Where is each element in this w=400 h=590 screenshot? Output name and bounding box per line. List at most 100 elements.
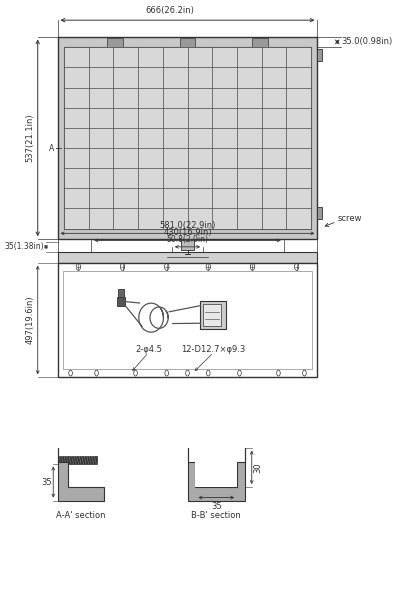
Bar: [64, 148, 89, 168]
Bar: [64, 47, 311, 229]
Bar: [64, 47, 89, 67]
Bar: [188, 108, 212, 128]
Bar: [58, 263, 318, 377]
Bar: [107, 38, 123, 47]
Bar: [114, 108, 138, 128]
Bar: [286, 148, 311, 168]
Bar: [237, 67, 262, 87]
Bar: [64, 108, 89, 128]
Bar: [89, 67, 114, 87]
Bar: [188, 47, 212, 67]
Bar: [163, 168, 188, 188]
Bar: [188, 128, 212, 148]
Bar: [262, 87, 286, 108]
Bar: [237, 168, 262, 188]
Bar: [262, 168, 286, 188]
Bar: [89, 208, 114, 229]
Bar: [89, 87, 114, 108]
Bar: [237, 47, 262, 67]
Bar: [58, 252, 318, 263]
Text: 35: 35: [41, 477, 52, 487]
Bar: [138, 67, 163, 87]
Bar: [212, 67, 237, 87]
Bar: [237, 108, 262, 128]
Bar: [58, 37, 318, 239]
Polygon shape: [58, 448, 104, 500]
Bar: [188, 188, 212, 208]
Text: 30: 30: [253, 462, 262, 473]
Bar: [118, 289, 124, 297]
Bar: [89, 47, 114, 67]
Bar: [237, 208, 262, 229]
Bar: [114, 188, 138, 208]
Polygon shape: [188, 448, 245, 500]
Text: 430(16.9in): 430(16.9in): [163, 228, 212, 237]
Bar: [138, 168, 163, 188]
Bar: [163, 128, 188, 148]
Bar: [138, 188, 163, 208]
Bar: [138, 108, 163, 128]
Text: 12-D12.7×φ9.3: 12-D12.7×φ9.3: [181, 345, 246, 353]
Bar: [114, 47, 138, 67]
Text: 497(19.6in): 497(19.6in): [26, 296, 35, 345]
Bar: [237, 128, 262, 148]
Bar: [237, 188, 262, 208]
Bar: [138, 148, 163, 168]
Bar: [286, 168, 311, 188]
Bar: [64, 168, 89, 188]
Bar: [63, 271, 312, 369]
Bar: [318, 49, 322, 61]
Bar: [286, 87, 311, 108]
Bar: [138, 87, 163, 108]
Bar: [163, 148, 188, 168]
Bar: [114, 148, 138, 168]
Bar: [89, 108, 114, 128]
Bar: [64, 128, 89, 148]
Bar: [188, 148, 212, 168]
Bar: [163, 208, 188, 229]
Text: 2-φ4.5: 2-φ4.5: [135, 345, 162, 353]
Bar: [188, 67, 212, 87]
Bar: [64, 87, 89, 108]
Bar: [89, 148, 114, 168]
Bar: [180, 38, 196, 47]
Bar: [286, 208, 311, 229]
Bar: [163, 188, 188, 208]
Bar: [262, 148, 286, 168]
Bar: [200, 301, 226, 329]
Bar: [89, 168, 114, 188]
Bar: [163, 108, 188, 128]
Text: 35: 35: [211, 502, 222, 512]
Bar: [212, 208, 237, 229]
Bar: [237, 148, 262, 168]
Bar: [262, 47, 286, 67]
Bar: [114, 208, 138, 229]
Bar: [212, 188, 237, 208]
Bar: [212, 47, 237, 67]
Text: B-B' section: B-B' section: [192, 510, 241, 520]
Bar: [286, 188, 311, 208]
Bar: [64, 67, 89, 87]
Polygon shape: [196, 463, 237, 487]
Bar: [114, 128, 138, 148]
Bar: [89, 188, 114, 208]
Bar: [188, 168, 212, 188]
Bar: [163, 67, 188, 87]
Text: A: A: [50, 143, 55, 153]
Bar: [212, 148, 237, 168]
Bar: [212, 128, 237, 148]
Bar: [210, 474, 223, 491]
Text: 35.0(0.98in): 35.0(0.98in): [342, 37, 393, 47]
Bar: [262, 208, 286, 229]
Bar: [286, 67, 311, 87]
Text: 35(1.38in): 35(1.38in): [4, 242, 44, 251]
Bar: [58, 457, 97, 464]
Bar: [117, 297, 125, 306]
Bar: [114, 168, 138, 188]
Bar: [237, 87, 262, 108]
Bar: [188, 87, 212, 108]
Bar: [212, 87, 237, 108]
Bar: [318, 207, 322, 219]
Bar: [213, 465, 220, 474]
Text: A-A' section: A-A' section: [56, 510, 106, 520]
